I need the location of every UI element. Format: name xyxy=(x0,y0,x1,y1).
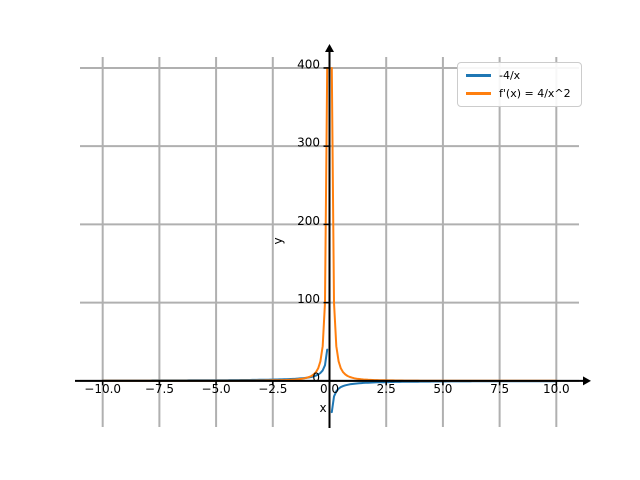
x-tick-label: −5.0 xyxy=(202,382,231,396)
legend: -4/x f'(x) = 4/x^2 xyxy=(457,62,582,107)
y-tick-label: 0 xyxy=(312,370,320,384)
y-axis-arrow xyxy=(325,44,334,52)
x-tick-label: 0.0 xyxy=(320,382,339,396)
x-axis-arrow xyxy=(583,376,591,386)
x-tick-label: 2.5 xyxy=(377,382,396,396)
y-axis-label: y xyxy=(271,237,285,244)
x-tick-label: −10.0 xyxy=(84,382,121,396)
x-tick-label: 7.5 xyxy=(490,382,509,396)
x-tick-label: −7.5 xyxy=(145,382,174,396)
y-tick-label: 300 xyxy=(297,136,320,150)
tick-layer: −10.0 −7.5 −5.0 −2.5 0.0 2.5 5.0 7.5 10.0 0 100 200… xyxy=(84,57,569,396)
legend-line-sample-blue xyxy=(466,74,491,77)
legend-entry: -4/x xyxy=(466,69,571,82)
legend-line-sample-orange xyxy=(466,92,491,95)
legend-entry: f'(x) = 4/x^2 xyxy=(466,87,571,100)
legend-label: -4/x xyxy=(499,69,521,82)
y-tick-label: 200 xyxy=(297,214,320,228)
y-tick-label: 400 xyxy=(297,57,320,71)
x-axis-label: x xyxy=(319,401,326,415)
x-tick-label: −2.5 xyxy=(258,382,287,396)
y-tick-label: 100 xyxy=(297,292,320,306)
legend-label: f'(x) = 4/x^2 xyxy=(499,87,571,100)
x-tick-label: 5.0 xyxy=(433,382,452,396)
x-tick-label: 10.0 xyxy=(543,382,570,396)
